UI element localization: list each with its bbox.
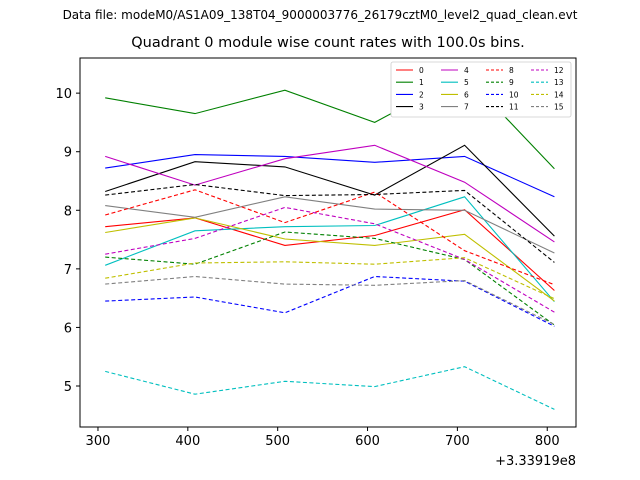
series-line-3 <box>105 144 555 237</box>
legend-label-1: 1 <box>419 78 424 87</box>
x-tick-label: 800 <box>535 434 560 449</box>
legend-label-9: 9 <box>509 78 514 87</box>
y-tick-label: 7 <box>64 263 72 278</box>
legend-label-6: 6 <box>464 90 469 99</box>
legend-label-12: 12 <box>554 66 564 75</box>
series-line-4 <box>105 144 555 243</box>
series-line-2 <box>105 154 555 198</box>
y-tick-label: 9 <box>64 146 72 161</box>
x-tick-label: 300 <box>86 434 111 449</box>
x-tick-label: 500 <box>265 434 290 449</box>
series-line-14 <box>105 257 555 300</box>
series-line-5 <box>105 196 555 303</box>
series-line-8 <box>105 189 555 286</box>
series-line-11 <box>105 183 555 263</box>
chart-title: Quadrant 0 module wise count rates with … <box>131 35 525 51</box>
legend-label-14: 14 <box>554 90 564 99</box>
legend-label-5: 5 <box>464 78 469 87</box>
legend-label-2: 2 <box>419 90 424 99</box>
legend-label-11: 11 <box>509 103 519 112</box>
series-line-0 <box>105 209 555 291</box>
data-file-suptitle: Data file: modeM0/AS1A09_138T04_90000037… <box>62 8 578 22</box>
x-tick-label: 600 <box>355 434 380 449</box>
legend-label-0: 0 <box>419 66 424 75</box>
legend-label-7: 7 <box>464 103 469 112</box>
x-tick-label: 400 <box>175 434 200 449</box>
series-line-13 <box>105 366 555 410</box>
legend-label-4: 4 <box>464 66 469 75</box>
series-line-12 <box>105 206 555 313</box>
series-line-6 <box>105 217 555 302</box>
legend-label-10: 10 <box>509 90 519 99</box>
y-tick-label: 6 <box>64 321 72 336</box>
series-line-10 <box>105 275 555 327</box>
series-line-9 <box>105 231 555 326</box>
legend-label-13: 13 <box>554 78 564 87</box>
legend-label-3: 3 <box>419 103 424 112</box>
series-line-7 <box>105 196 555 254</box>
plot-frame <box>79 57 577 428</box>
series-line-15 <box>105 275 555 325</box>
legend-box <box>390 61 572 118</box>
legend-label-8: 8 <box>509 66 514 75</box>
y-tick-label: 10 <box>55 87 72 102</box>
y-tick-label: 8 <box>64 204 72 219</box>
x-offset-label: +3.33919e8 <box>495 454 576 469</box>
x-tick-label: 700 <box>445 434 470 449</box>
legend-label-15: 15 <box>554 103 564 112</box>
y-tick-label: 5 <box>64 380 72 395</box>
